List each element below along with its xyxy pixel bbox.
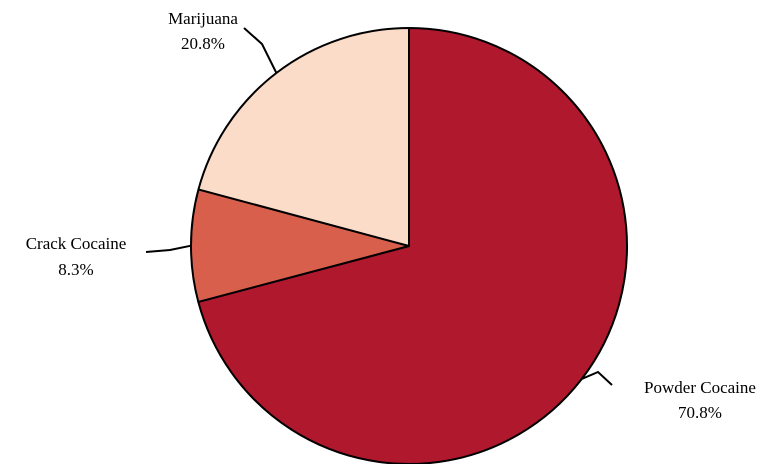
slice-label-crack-cocaine: Crack Cocaine — [26, 234, 127, 253]
leader-line-crack-cocaine — [145, 244, 192, 253]
slice-label-powder-cocaine: Powder Cocaine — [644, 378, 756, 397]
slice-label-marijuana: Marijuana — [168, 9, 238, 28]
leader-line-marijuana — [243, 27, 278, 74]
pie-slice-powder-cocaine — [197, 27, 628, 464]
leader-line-powder-cocaine — [581, 370, 613, 386]
slice-percent-crack-cocaine: 8.3% — [58, 260, 93, 279]
slice-percent-marijuana: 20.8% — [181, 34, 225, 53]
slice-percent-powder-cocaine: 70.8% — [678, 403, 722, 422]
pie-slices — [190, 27, 628, 464]
pie-slice-crack-cocaine — [190, 188, 410, 303]
leader-lines — [145, 27, 613, 386]
